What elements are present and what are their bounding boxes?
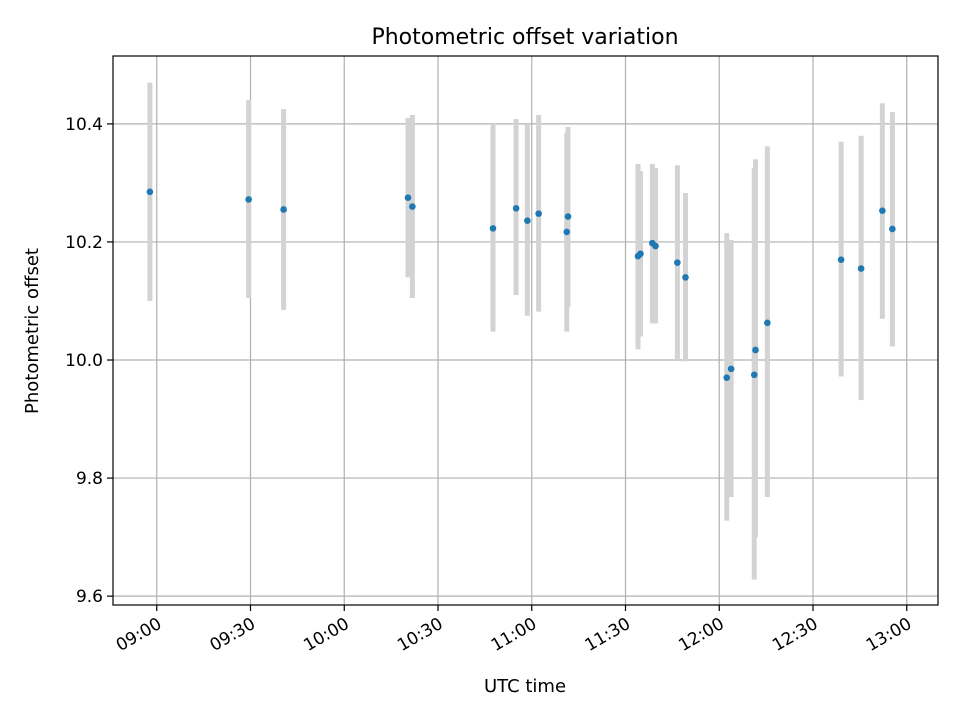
chart-title: Photometric offset variation xyxy=(371,25,678,50)
data-point xyxy=(674,259,681,266)
data-point xyxy=(637,250,644,258)
plot-frame xyxy=(112,55,939,606)
data-point xyxy=(409,203,416,210)
y-axis-ticks: 9.6 9.8 10.0 10.2 10.4 xyxy=(65,115,113,607)
data-point xyxy=(564,213,572,220)
y-tick-label: 9.8 xyxy=(76,469,103,489)
data-point xyxy=(245,196,252,203)
data-point xyxy=(682,274,689,281)
data-point xyxy=(837,256,845,263)
data-point xyxy=(280,206,287,213)
data-point xyxy=(489,225,497,232)
data-point xyxy=(512,205,520,212)
data-point xyxy=(524,217,531,224)
data-point xyxy=(727,365,735,373)
data-point xyxy=(750,371,758,379)
data-point xyxy=(146,188,154,196)
data-point xyxy=(563,228,571,236)
markers xyxy=(146,188,896,382)
data-point xyxy=(764,319,771,327)
data-point xyxy=(889,225,896,233)
y-axis-label: Photometric offset xyxy=(22,248,43,414)
y-tick-label: 10.0 xyxy=(65,351,103,371)
y-tick-label: 10.4 xyxy=(65,115,103,135)
y-tick-label: 10.2 xyxy=(65,233,103,253)
data-point xyxy=(857,265,865,272)
data-point xyxy=(879,207,886,214)
data-point xyxy=(723,374,731,382)
x-axis-label: UTC time xyxy=(484,676,566,697)
data-point xyxy=(752,346,759,354)
data-point xyxy=(535,210,542,217)
y-tick-label: 9.6 xyxy=(76,587,103,607)
data-point xyxy=(652,242,659,250)
data-point xyxy=(404,194,412,201)
